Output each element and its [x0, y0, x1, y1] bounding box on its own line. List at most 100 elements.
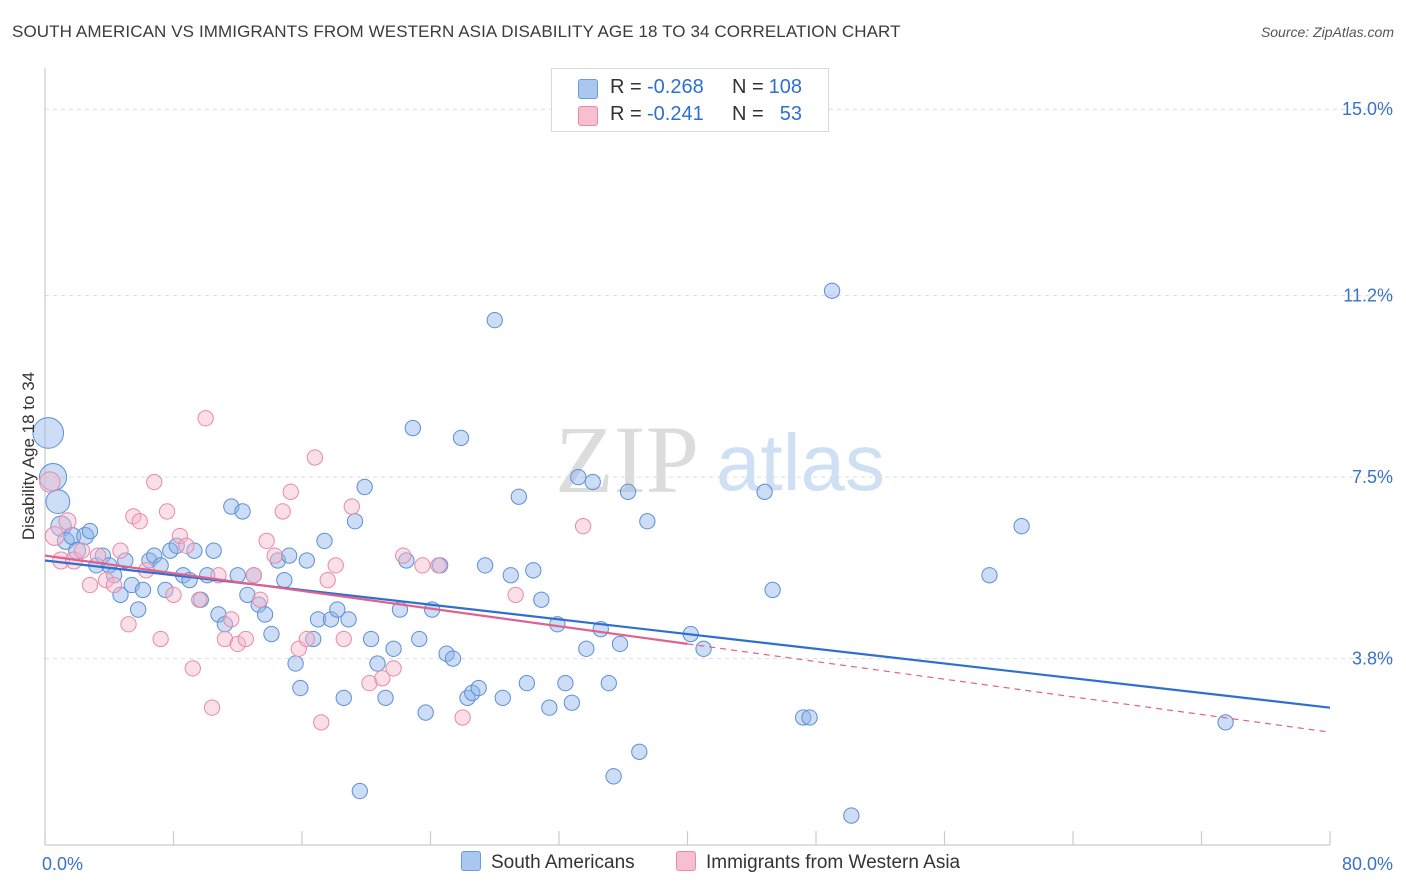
trend-lines — [44, 554, 1331, 733]
western-asia-point — [146, 473, 163, 491]
legend-r-label: R = — [610, 76, 642, 98]
south-american-point — [533, 591, 550, 608]
south-american-point — [134, 581, 152, 599]
south-american-point — [329, 601, 346, 618]
bottom-legend-western: Immigrants from Western Asia — [676, 851, 960, 874]
south-american-point — [510, 488, 527, 505]
south-american-point — [186, 542, 203, 559]
south-american-point — [584, 473, 601, 491]
south-american-point — [239, 586, 256, 603]
western-asia-point — [112, 542, 129, 559]
western-asia-point — [97, 571, 115, 589]
western-asia-point — [197, 410, 214, 427]
south-american-point — [823, 282, 841, 299]
south-american-point — [459, 689, 476, 706]
western-asia-point — [319, 571, 336, 589]
south-american-point — [570, 468, 587, 486]
western-asia-point — [507, 586, 524, 603]
south-american-point — [298, 552, 315, 569]
south-american-point — [385, 640, 402, 657]
south-american-point — [362, 630, 380, 648]
x-tick-label: 80.0% — [1342, 854, 1393, 874]
south-americans-points — [32, 282, 1234, 824]
south-american-point — [205, 542, 222, 559]
western-trend-extension — [687, 643, 1331, 733]
y-tick-labels: 3.8% 7.5% 11.2% 15.0% — [1342, 99, 1393, 668]
bottom-label-western: Immigrants from Western Asia — [706, 852, 961, 873]
south-american-point — [76, 526, 95, 545]
south-american-point — [305, 630, 322, 648]
south-american-point — [476, 557, 494, 574]
western-asia-point — [274, 503, 291, 520]
axes — [44, 68, 1331, 846]
legend-n-label: N = — [732, 103, 764, 125]
western-asia-point — [58, 512, 77, 531]
legend-n-label: N = — [732, 76, 764, 98]
western-asia-point — [395, 547, 412, 564]
south-american-point — [557, 674, 574, 692]
western-asia-point — [89, 547, 107, 564]
south-american-point — [263, 625, 280, 643]
south-american-point — [563, 694, 580, 711]
south-american-point — [276, 571, 293, 589]
south-american-point — [117, 552, 134, 569]
western-asia-point — [158, 503, 176, 520]
south-american-point — [611, 635, 629, 653]
south-american-point — [281, 547, 298, 564]
south-american-point — [32, 417, 65, 449]
western-asia-point — [223, 611, 240, 628]
legend-r-label: R = — [610, 103, 642, 125]
bottom-legend-south: South Americans — [461, 851, 635, 874]
western-asia-point — [178, 537, 195, 554]
legend-r-value: -0.268 — [647, 76, 704, 98]
western-asia-point — [81, 576, 99, 594]
legend-swatch-south — [578, 79, 598, 99]
western-asia-point — [266, 547, 283, 564]
south-american-point — [157, 581, 174, 599]
south-american-point — [494, 689, 511, 706]
south-american-point — [146, 547, 163, 564]
western-asia-point — [203, 699, 221, 716]
south-american-point — [112, 586, 129, 603]
south-american-point — [578, 640, 595, 657]
south-american-point — [756, 483, 773, 500]
western-asia-point — [574, 518, 592, 535]
south-american-point — [525, 562, 542, 579]
south-american-point — [210, 606, 227, 623]
western-asia-point — [245, 567, 262, 584]
south-american-point — [1013, 518, 1030, 535]
south-american-point — [486, 312, 503, 329]
south-american-point — [398, 552, 415, 569]
south-american-point — [444, 650, 462, 667]
south-american-point — [619, 483, 637, 500]
western-asia-point — [237, 630, 254, 648]
south-american-point — [404, 419, 421, 437]
south-american-point — [168, 537, 185, 554]
south-american-point — [795, 709, 812, 726]
south-american-point — [452, 429, 470, 447]
western-asia-point — [105, 576, 123, 594]
western-asia-point — [306, 449, 324, 466]
western-asia-point — [343, 498, 360, 515]
western-asia-point — [282, 483, 299, 500]
south-american-point — [346, 513, 364, 530]
western-asia-point — [454, 709, 471, 726]
bottom-label-south: South Americans — [491, 852, 635, 873]
south-american-point — [764, 581, 781, 599]
south-american-point — [316, 532, 333, 550]
x-tick-label: 0.0% — [42, 854, 83, 874]
western-asia-point — [313, 714, 330, 731]
western-asia-point — [298, 630, 315, 648]
y-tick-label: 3.8% — [1352, 649, 1393, 669]
western-trend-line — [44, 554, 688, 645]
south-american-point — [470, 679, 487, 697]
chart-title: SOUTH AMERICAN VS IMMIGRANTS FROM WESTER… — [12, 22, 901, 41]
south-american-point — [981, 567, 998, 584]
western-asia-point — [184, 660, 201, 677]
western-asia-point — [327, 557, 344, 574]
y-tick-label: 11.2% — [1343, 286, 1393, 306]
western-asia-point — [252, 591, 269, 608]
south-american-point — [292, 679, 309, 697]
source-credit: Source: ZipAtlas.com — [1260, 24, 1394, 40]
